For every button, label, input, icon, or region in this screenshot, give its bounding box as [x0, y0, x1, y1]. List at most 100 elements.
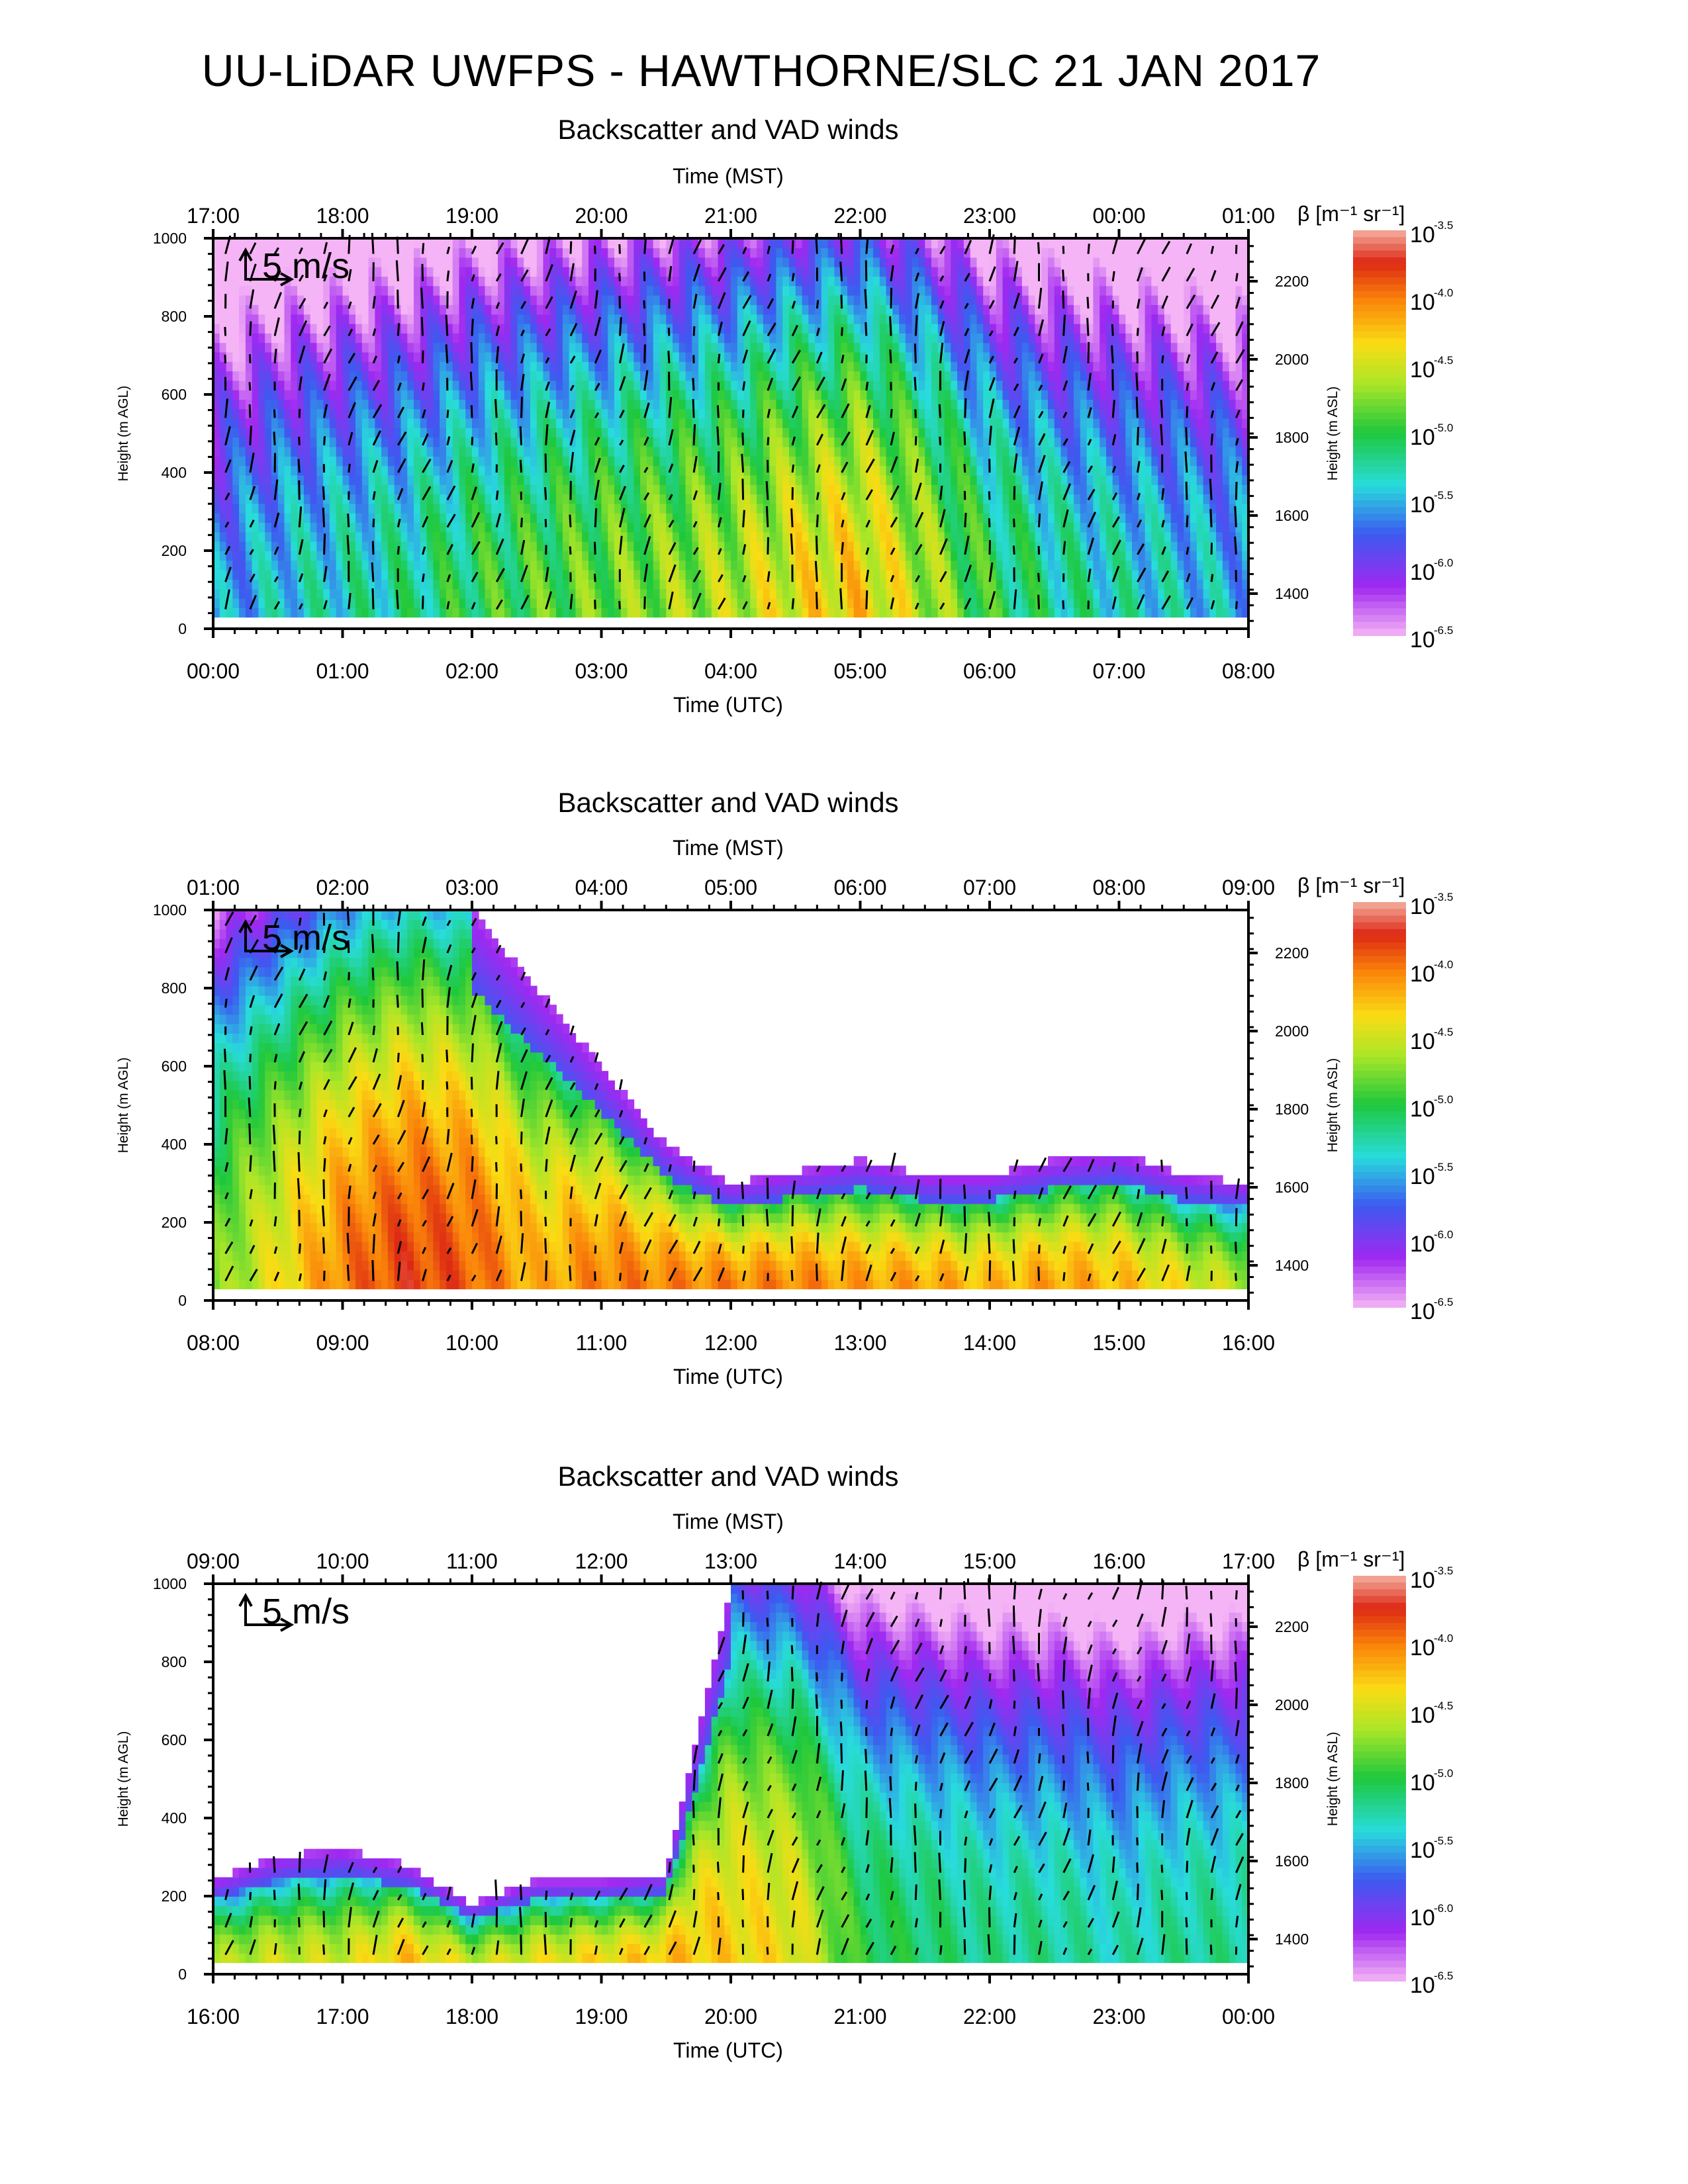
colorbar-label: β [m⁻¹ sr⁻¹]: [1297, 874, 1405, 897]
x-tick-label-utc: 14:00: [963, 1331, 1016, 1355]
x-top-axis-title: Time (MST): [673, 836, 784, 860]
x-tick-label-mst: 21:00: [704, 204, 757, 228]
colorbar-tick-base: 10: [1410, 357, 1435, 383]
colorbar-tick-exponent: -3.5: [1434, 891, 1453, 903]
y-tick-label-asl: 2200: [1275, 273, 1309, 290]
colorbar-tick-exponent: -4.0: [1434, 1632, 1453, 1645]
wind-scale-key: 5 m/s: [238, 1592, 350, 1632]
colorbar-tick-base: 10: [1410, 290, 1435, 315]
y-tick-label-asl: 2000: [1275, 351, 1309, 368]
colorbar-tick-exponent: -6.0: [1434, 1902, 1453, 1915]
colorbar-tick-base: 10: [1410, 1973, 1435, 1998]
x-tick-label-mst: 04:00: [575, 876, 628, 899]
x-tick-label-utc: 22:00: [963, 2005, 1016, 2028]
y-tick-label-agl: 800: [162, 308, 187, 325]
x-tick-label-mst: 13:00: [704, 1549, 757, 1573]
x-tick-label-utc: 00:00: [187, 659, 240, 683]
y-tick-label-agl: 400: [162, 464, 187, 481]
colorbar: β [m⁻¹ sr⁻¹]10-3.510-4.010-4.510-5.010-5…: [1297, 202, 1453, 653]
colorbar-tick-exponent: -3.5: [1434, 1565, 1453, 1577]
y-tick-label-agl: 0: [178, 1292, 187, 1309]
colorbar-tick-exponent: -4.0: [1434, 958, 1453, 971]
y-tick-label-agl: 800: [162, 979, 187, 997]
x-tick-label-utc: 08:00: [187, 1331, 240, 1355]
y-left-axis-title: Height (m AGL): [116, 386, 131, 482]
x-tick-label-utc: 10:00: [445, 1331, 498, 1355]
x-tick-label-mst: 17:00: [1222, 1549, 1275, 1573]
x-tick-label-utc: 07:00: [1092, 659, 1145, 683]
panel-title: Backscatter and VAD winds: [557, 1461, 898, 1492]
colorbar-tick-base: 10: [1410, 1838, 1435, 1863]
y-tick-label-agl: 1000: [153, 901, 187, 919]
x-tick-label-mst: 00:00: [1092, 204, 1145, 228]
x-tick-label-utc: 12:00: [704, 1331, 757, 1355]
x-tick-label-mst: 11:00: [446, 1549, 498, 1573]
x-tick-label-utc: 02:00: [445, 659, 498, 683]
x-tick-label-mst: 02:00: [316, 876, 369, 899]
wind-scale-key: 5 m/s: [238, 918, 350, 958]
panel-title: Backscatter and VAD winds: [557, 114, 898, 145]
colorbar-tick-base: 10: [1410, 1635, 1435, 1661]
x-tick-label-utc: 03:00: [575, 659, 628, 683]
x-tick-label-utc: 16:00: [1222, 1331, 1275, 1355]
colorbar-tick-base: 10: [1410, 560, 1435, 585]
vad-wind-vectors: [223, 904, 1241, 1282]
y-tick-label-asl: 1400: [1275, 1257, 1309, 1274]
x-tick-label-mst: 07:00: [963, 876, 1016, 899]
x-tick-label-mst: 05:00: [704, 876, 757, 899]
colorbar-tick-base: 10: [1410, 222, 1435, 248]
colorbar-tick-exponent: -6.5: [1434, 1970, 1453, 1982]
vad-wind-vectors: [224, 232, 1245, 610]
backscatter-heatmap: [213, 238, 1249, 618]
x-tick-label-utc: 21:00: [833, 2005, 886, 2028]
colorbar-tick-exponent: -5.0: [1434, 1767, 1453, 1780]
panel-1: Backscatter and VAD winds Time (MST) Time …: [116, 114, 1453, 717]
colorbar-tick-base: 10: [1410, 1905, 1435, 1931]
x-tick-label-utc: 09:00: [316, 1331, 369, 1355]
colorbar-tick-exponent: -5.5: [1434, 1161, 1453, 1173]
colorbar-tick-base: 10: [1410, 1568, 1435, 1593]
backscatter-heatmap: [213, 910, 1249, 1290]
y-right-axis-title: Height (m ASL): [1325, 1058, 1340, 1152]
y-tick-label-asl: 1600: [1275, 507, 1309, 524]
colorbar-tick-exponent: -6.5: [1434, 624, 1453, 637]
colorbar-tick-base: 10: [1410, 627, 1435, 653]
y-tick-label-asl: 2000: [1275, 1696, 1309, 1713]
x-tick-label-mst: 18:00: [316, 204, 369, 228]
colorbar-label: β [m⁻¹ sr⁻¹]: [1297, 1547, 1405, 1571]
wind-scale-key: 5 m/s: [238, 246, 350, 287]
colorbar-tick-exponent: -5.5: [1434, 489, 1453, 502]
x-tick-label-mst: 16:00: [1092, 1549, 1145, 1573]
colorbar-tick-exponent: -4.0: [1434, 287, 1453, 299]
backscatter-heatmap: [213, 1584, 1249, 1964]
colorbar-tick-base: 10: [1410, 425, 1435, 450]
x-tick-label-mst: 01:00: [1222, 204, 1275, 228]
x-tick-label-utc: 15:00: [1092, 1331, 1145, 1355]
x-tick-label-mst: 17:00: [187, 204, 240, 228]
x-top-axis-title: Time (MST): [673, 164, 784, 188]
colorbar-tick-exponent: -5.5: [1434, 1835, 1453, 1847]
x-tick-label-utc: 19:00: [575, 2005, 628, 2028]
y-tick-label-agl: 0: [178, 620, 187, 637]
y-left-axis-title: Height (m AGL): [116, 1058, 131, 1154]
y-tick-label-agl: 200: [162, 1888, 187, 1905]
colorbar-tick-exponent: -4.5: [1434, 354, 1453, 367]
colorbar: β [m⁻¹ sr⁻¹]10-3.510-4.010-4.510-5.010-5…: [1297, 874, 1453, 1324]
colorbar-tick-base: 10: [1410, 492, 1435, 518]
y-tick-label-asl: 1800: [1275, 1774, 1309, 1792]
y-tick-label-asl: 1400: [1275, 585, 1309, 602]
y-tick-label-agl: 600: [162, 386, 187, 403]
x-tick-label-mst: 09:00: [187, 1549, 240, 1573]
y-tick-label-asl: 1800: [1275, 1101, 1309, 1118]
y-right-axis-title: Height (m ASL): [1325, 387, 1340, 480]
colorbar-tick-base: 10: [1410, 894, 1435, 919]
x-tick-label-utc: 08:00: [1222, 659, 1275, 683]
y-tick-label-asl: 2200: [1275, 944, 1309, 962]
y-tick-label-agl: 1000: [153, 1575, 187, 1592]
colorbar-label: β [m⁻¹ sr⁻¹]: [1297, 202, 1405, 226]
colorbar-tick-base: 10: [1410, 962, 1435, 987]
x-tick-label-mst: 03:00: [445, 876, 498, 899]
y-tick-label-agl: 600: [162, 1731, 187, 1749]
y-tick-label-agl: 200: [162, 1214, 187, 1231]
colorbar-tick-base: 10: [1410, 1703, 1435, 1728]
